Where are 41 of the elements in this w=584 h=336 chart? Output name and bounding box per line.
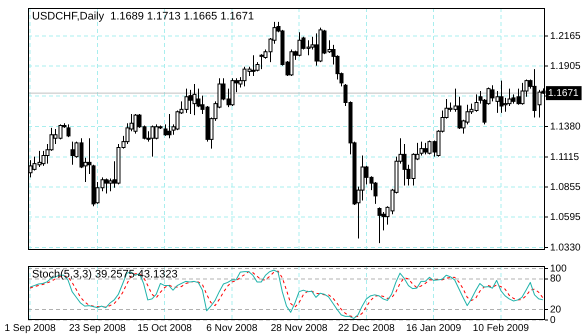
y-tick-label: 1.0855 — [550, 182, 582, 193]
x-tick-label: 15 Oct 2008 — [137, 322, 192, 334]
candlestick — [260, 54, 264, 70]
x-tick-label: 1 Sep 2008 — [4, 322, 56, 334]
candlestick — [298, 32, 302, 57]
y-tick-label: 0 — [550, 314, 556, 326]
candlestick — [520, 82, 524, 106]
candlestick — [314, 32, 318, 66]
candlestick — [70, 141, 74, 166]
candlestick — [168, 114, 172, 139]
x-tick-label: 10 Feb 2009 — [472, 322, 530, 334]
candlestick — [134, 114, 138, 134]
candlestick — [252, 54, 256, 76]
y-tick-label: 100 — [550, 263, 568, 274]
candlestick — [66, 124, 70, 138]
candlestick — [104, 178, 108, 194]
candlestick — [500, 80, 504, 114]
x-tick-label: 16 Jan 2009 — [406, 322, 462, 334]
candlestick — [378, 206, 382, 244]
y-tick-label: 80 — [550, 274, 562, 285]
candlestick — [150, 125, 154, 158]
candlestick — [188, 89, 192, 115]
candlestick — [154, 124, 158, 140]
y-tick-label: 20 — [550, 304, 562, 316]
candlestick — [290, 48, 294, 76]
y-tick-label: 1.1115 — [550, 152, 580, 163]
y-tick-label: 1.2165 — [550, 30, 582, 42]
y-tick-label: 1.1905 — [550, 60, 582, 72]
candlestick — [424, 142, 428, 155]
x-tick-label: 23 Sep 2008 — [68, 322, 126, 334]
y-tick-label: 1.1380 — [550, 121, 582, 132]
x-tick-label: 28 Nov 2008 — [270, 322, 328, 334]
chart-title: USDCHF,Daily 1.1689 1.1713 1.1665 1.1671 — [32, 10, 254, 23]
y-tick-label: 1.0595 — [550, 212, 582, 223]
candlestick — [420, 141, 424, 156]
candlestick — [192, 84, 196, 116]
ref-line-label: 1.1671 — [548, 88, 580, 99]
x-tick-label: 6 Nov 2008 — [206, 322, 258, 334]
x-tick-label: 22 Dec 2008 — [338, 322, 396, 334]
y-tick-label: 1.0330 — [550, 242, 582, 254]
candlestick — [108, 178, 112, 192]
